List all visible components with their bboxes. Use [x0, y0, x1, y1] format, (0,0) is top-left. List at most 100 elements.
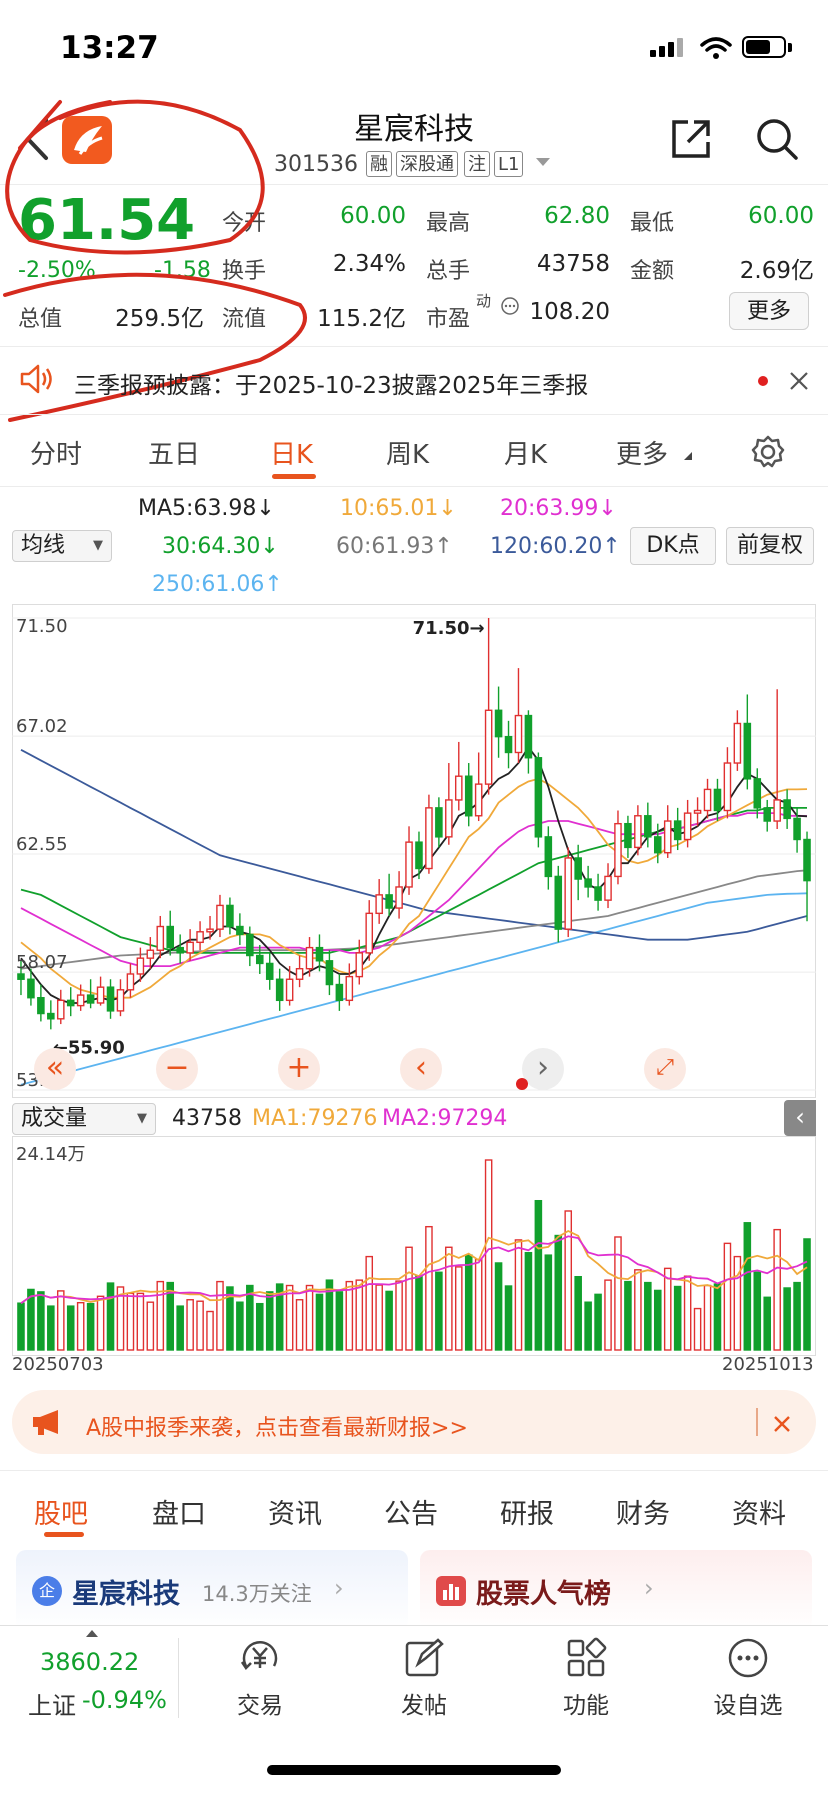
popularity-card[interactable]: [420, 1550, 812, 1630]
footer-separator: [178, 1638, 179, 1718]
candle-up: [445, 799, 453, 838]
content-tab-announcements[interactable]: 公告: [384, 1499, 438, 1530]
more-options-icon[interactable]: [726, 1636, 770, 1680]
dk-point-label: DK点: [646, 533, 700, 558]
content-tab-news[interactable]: 资讯: [268, 1499, 322, 1530]
collapse-panel-icon[interactable]: ‹: [784, 1100, 816, 1136]
quote-value-amount: 2.69亿: [739, 258, 814, 284]
tab-daily-k[interactable]: 日K: [270, 440, 314, 470]
candle-down: [534, 757, 543, 838]
chart-fullscreen-icon[interactable]: ⤢: [644, 1048, 686, 1090]
volume-bar-up: [425, 1225, 433, 1351]
chart-zoom-out-icon[interactable]: −: [156, 1048, 198, 1090]
volume-bar-down: [624, 1280, 632, 1351]
volume-bar-up: [663, 1267, 672, 1351]
volume-bar-up: [186, 1299, 194, 1351]
volume-bar-up: [564, 1210, 573, 1351]
chart-next-icon[interactable]: ›: [522, 1048, 564, 1090]
candle-up: [425, 807, 433, 870]
volume-bar-up: [614, 1236, 622, 1351]
ma60-legend: 60:61.93↑: [336, 534, 453, 559]
wifi-icon: [700, 37, 732, 59]
tab-five-day[interactable]: 五日: [148, 440, 201, 470]
tag-level: L1: [494, 151, 524, 177]
quote-value-volume: 43758: [536, 251, 610, 277]
volume-bar-up: [136, 1292, 145, 1351]
candle-up: [484, 709, 493, 785]
chart-rewind-icon[interactable]: «: [34, 1048, 76, 1090]
megaphone-icon: [33, 1410, 58, 1435]
candle-down: [17, 973, 25, 980]
post-icon[interactable]: [402, 1636, 446, 1680]
quote-value-open: 60.00: [340, 203, 406, 229]
volume-bar-down: [435, 1271, 443, 1351]
footer-add-watchlist-label[interactable]: 设自选: [713, 1693, 783, 1719]
volume-bar-up: [196, 1300, 204, 1351]
banner-close-icon[interactable]: [772, 1414, 792, 1434]
tabs-divider: [0, 486, 828, 487]
index-value[interactable]: 3860.22: [40, 1648, 140, 1676]
chart-prev-icon[interactable]: ‹: [400, 1048, 442, 1090]
candle-down: [624, 822, 632, 849]
tab-more-caret: [684, 452, 692, 460]
trade-icon[interactable]: [236, 1636, 284, 1680]
dk-point-button[interactable]: DK点: [630, 527, 716, 565]
banner-divider: [0, 1470, 828, 1471]
content-tab-forum[interactable]: 股吧: [34, 1499, 88, 1530]
notice-unread-dot: [758, 376, 768, 386]
candle-down: [37, 997, 45, 1015]
stock-forum-card[interactable]: [16, 1550, 408, 1630]
adjust-forward-button[interactable]: 前复权: [726, 527, 814, 565]
tab-intraday[interactable]: 分时: [30, 440, 83, 470]
functions-grid-icon[interactable]: [564, 1636, 608, 1680]
content-tab-finance[interactable]: 财务: [616, 1499, 670, 1530]
volume-bar-up: [634, 1269, 642, 1351]
content-tab-orderbook[interactable]: 盘口: [152, 1499, 206, 1530]
volume-bar-down: [315, 1293, 324, 1351]
chart-position-dot: [516, 1078, 528, 1090]
volume-bar-up: [405, 1246, 413, 1351]
share-icon[interactable]: [668, 116, 714, 162]
notice-close-icon[interactable]: [788, 370, 810, 392]
candle-up: [126, 973, 135, 991]
candle-up: [56, 999, 65, 1020]
volume-bar-down: [66, 1305, 75, 1351]
volume-bar-down: [166, 1281, 175, 1351]
candle-down: [544, 836, 553, 878]
home-indicator[interactable]: [267, 1765, 561, 1775]
footer-trade-label[interactable]: 交易: [237, 1693, 283, 1719]
index-expand-icon[interactable]: [86, 1630, 98, 1637]
earnings-banner-text[interactable]: A股中报季来袭，点击查看最新财报>>: [86, 1416, 468, 1441]
earnings-banner[interactable]: [12, 1390, 816, 1454]
y-tick-label: 58.07: [16, 952, 68, 973]
hand-drawn-annotation: [3, 99, 307, 422]
banner-separator: [756, 1408, 758, 1436]
tab-more[interactable]: 更多: [616, 440, 669, 470]
ma10-legend: 10:65.01↓: [340, 496, 457, 521]
volume-chart[interactable]: [12, 1136, 816, 1356]
tag-connect: 深股通: [396, 151, 458, 177]
settings-gear-icon[interactable]: [750, 434, 786, 470]
ma-selector[interactable]: 均线 ▼: [12, 530, 112, 562]
tab-monthly-k[interactable]: 月K: [504, 440, 548, 470]
code-dropdown-icon[interactable]: [536, 158, 550, 166]
volume-bar-up: [474, 1258, 483, 1351]
footer-post-label[interactable]: 发帖: [401, 1693, 447, 1719]
tab-weekly-k[interactable]: 周K: [386, 440, 430, 470]
volume-indicator-selector[interactable]: 成交量 ▼: [12, 1103, 156, 1135]
tag-margin: 融: [366, 151, 392, 177]
content-tab-profile[interactable]: 资料: [732, 1499, 786, 1530]
volume-bar-down: [17, 1302, 25, 1351]
search-icon[interactable]: [754, 116, 800, 162]
footer-functions-label[interactable]: 功能: [563, 1693, 609, 1719]
chart-zoom-in-icon[interactable]: +: [278, 1048, 320, 1090]
ma120-line: [20, 749, 808, 941]
ma-selector-caret-icon: ▼: [93, 538, 103, 553]
notice-text[interactable]: 三季报预披露：于2025-10-23披露2025年三季报: [74, 373, 589, 399]
quote-more-button[interactable]: 更多: [729, 292, 809, 330]
content-tab-research[interactable]: 研报: [500, 1499, 554, 1530]
pe-info-icon[interactable]: [500, 296, 520, 316]
forum-card-chevron-icon: ›: [334, 1574, 344, 1602]
candle-up: [156, 925, 165, 951]
